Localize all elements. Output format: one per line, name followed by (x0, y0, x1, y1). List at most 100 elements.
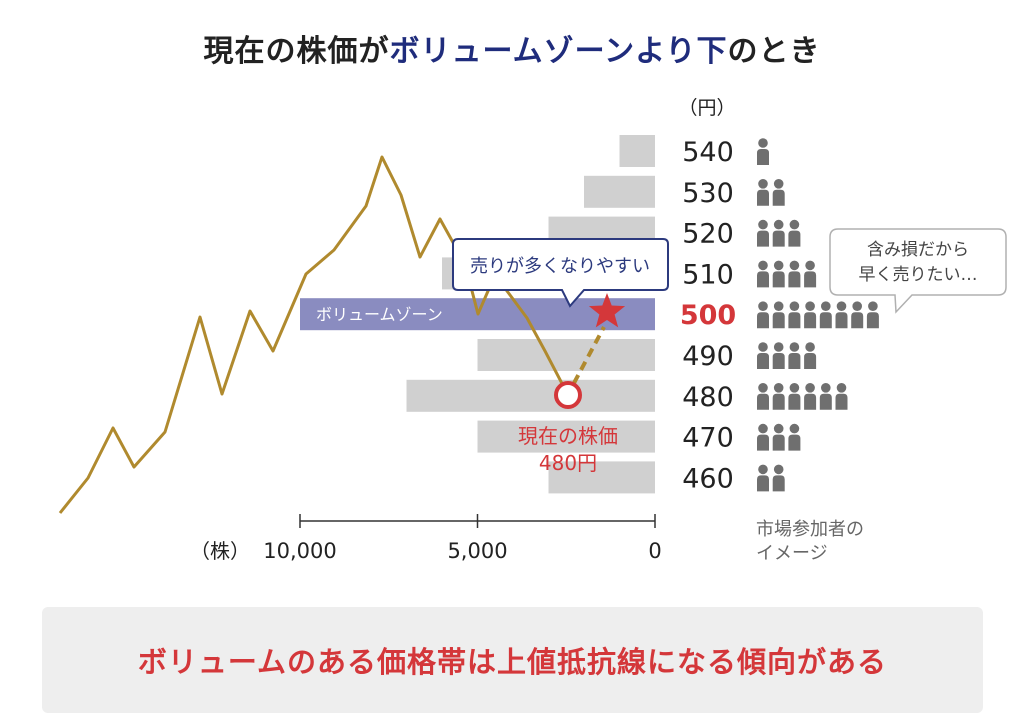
person-icon (804, 383, 817, 410)
person-icon (757, 423, 769, 451)
person-body (772, 393, 785, 410)
person-icon (804, 301, 817, 329)
person-icon (819, 301, 832, 329)
person-head (773, 423, 784, 434)
person-body (757, 189, 769, 206)
volume-bar (548, 461, 655, 494)
volume-bar (477, 339, 655, 371)
person-body (757, 475, 769, 492)
person-icon (757, 219, 769, 247)
person-head (758, 179, 768, 189)
person-icon (788, 342, 801, 369)
title-highlight: ボリュームゾーンより下 (389, 34, 728, 69)
person-head (758, 138, 768, 148)
x-tick-label: 10,000 (263, 539, 336, 563)
person-head (758, 423, 768, 434)
price-tick-label: 490 (682, 341, 734, 372)
person-icon (804, 342, 817, 369)
person-head (789, 342, 800, 352)
person-head (836, 383, 847, 393)
person-icon (772, 464, 785, 492)
person-head (789, 260, 800, 271)
person-head (758, 383, 768, 393)
current-price-label: 現在の株価 480円 (518, 424, 618, 475)
person-head (789, 219, 800, 230)
price-tick-label: 500 (680, 300, 736, 331)
person-body (866, 312, 879, 329)
person-body (772, 189, 785, 206)
x-tick-label: 5,000 (447, 539, 507, 563)
person-icon (788, 383, 801, 410)
person-icon (772, 179, 785, 206)
person-body (788, 312, 801, 329)
title-part3: のとき (727, 34, 821, 69)
person-icon (772, 301, 785, 329)
person-body (772, 312, 785, 329)
price-tick-label: 520 (682, 219, 734, 250)
speech-text: 含み損だから早く売りたい… (859, 240, 978, 285)
person-body (757, 434, 769, 451)
person-head (789, 383, 800, 393)
person-body (772, 434, 785, 451)
rebound-dashed-line (572, 326, 606, 384)
speech-bubble (829, 228, 1007, 314)
person-head (789, 423, 800, 434)
person-body (772, 230, 785, 247)
person-icon (835, 301, 848, 329)
person-body (835, 312, 848, 329)
person-icon (772, 260, 785, 288)
title-part1: 現在の株価が (203, 34, 390, 69)
person-head (773, 464, 784, 475)
callout-box (452, 238, 669, 308)
person-icon (757, 464, 769, 492)
person-head (773, 179, 784, 189)
page-title: 現在の株価がボリュームゾーンより下のとき (0, 26, 1024, 70)
person-body (772, 475, 785, 492)
person-icon (788, 301, 801, 329)
callout-text: 売りが多くなりやすい (470, 256, 650, 277)
person-body (757, 353, 769, 369)
current-price-label-line: 現在の株価 (518, 424, 618, 448)
person-icon (788, 260, 801, 288)
volume-bar (584, 175, 655, 208)
person-body (788, 393, 801, 410)
person-icon (757, 301, 769, 329)
volume-bar (477, 420, 655, 453)
person-icon (804, 260, 817, 288)
price-tick-label: 480 (682, 382, 734, 413)
person-icon (772, 219, 785, 247)
person-body (788, 434, 801, 451)
person-body (819, 312, 832, 329)
speech-text-line: 早く売りたい… (859, 265, 978, 285)
person-head (773, 342, 784, 352)
person-head (821, 383, 831, 393)
price-tick-label: 460 (682, 463, 734, 494)
person-icon (772, 383, 785, 410)
person-head (868, 301, 878, 312)
person-body (788, 353, 801, 369)
person-head (805, 383, 815, 393)
person-head (773, 219, 784, 230)
footer-banner: ボリュームのある価格帯は上値抵抗線になる傾向がある (42, 607, 983, 713)
person-icon (866, 301, 879, 329)
person-head (805, 301, 815, 312)
person-head (773, 383, 784, 393)
participants-label-line: 市場参加者の (756, 519, 864, 540)
person-body (804, 271, 817, 288)
star-icon (588, 293, 626, 328)
person-body (804, 353, 817, 369)
person-icon (757, 342, 769, 369)
person-head (821, 301, 831, 312)
person-head (758, 342, 768, 352)
volume-bar (406, 379, 655, 412)
person-head (758, 464, 768, 475)
person-icon (757, 138, 769, 165)
person-body (772, 353, 785, 369)
person-head (758, 219, 768, 230)
person-icon (757, 179, 769, 206)
person-body (819, 393, 832, 410)
person-icon (851, 301, 864, 329)
speech-text-line: 含み損だから (867, 240, 969, 260)
person-body (804, 393, 817, 410)
